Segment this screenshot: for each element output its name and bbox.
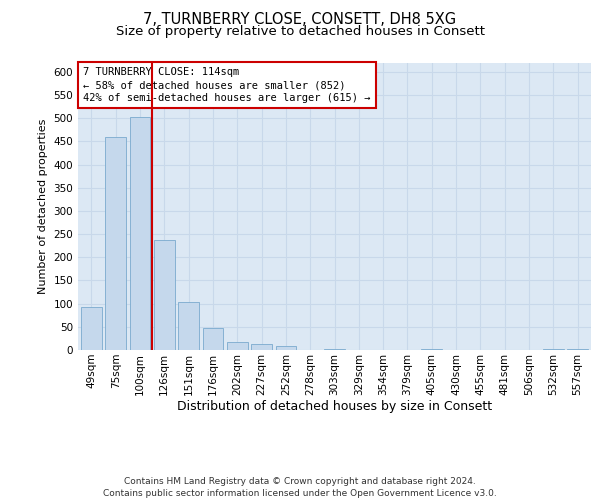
Bar xyxy=(567,348,588,350)
Bar xyxy=(543,348,563,350)
Text: 7, TURNBERRY CLOSE, CONSETT, DH8 5XG: 7, TURNBERRY CLOSE, CONSETT, DH8 5XG xyxy=(143,12,457,28)
Bar xyxy=(130,117,151,350)
Bar xyxy=(251,344,272,350)
Bar xyxy=(154,240,175,350)
Bar xyxy=(275,346,296,350)
X-axis label: Distribution of detached houses by size in Consett: Distribution of detached houses by size … xyxy=(177,400,492,413)
Text: Contains HM Land Registry data © Crown copyright and database right 2024.
Contai: Contains HM Land Registry data © Crown c… xyxy=(103,476,497,498)
Bar xyxy=(421,349,442,350)
Bar xyxy=(178,302,199,350)
Y-axis label: Number of detached properties: Number of detached properties xyxy=(38,118,48,294)
Text: 7 TURNBERRY CLOSE: 114sqm
← 58% of detached houses are smaller (852)
42% of semi: 7 TURNBERRY CLOSE: 114sqm ← 58% of detac… xyxy=(83,67,371,103)
Bar xyxy=(81,307,102,350)
Bar xyxy=(106,136,126,350)
Bar xyxy=(203,328,223,350)
Bar xyxy=(227,342,248,350)
Text: Size of property relative to detached houses in Consett: Size of property relative to detached ho… xyxy=(115,25,485,38)
Bar xyxy=(324,348,345,350)
